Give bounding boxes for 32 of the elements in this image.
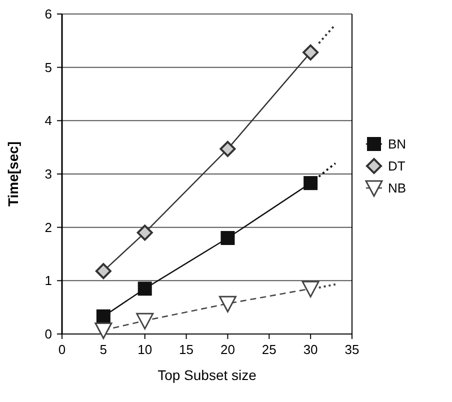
point — [302, 44, 319, 60]
x-tick-label: 30 — [303, 342, 318, 357]
point — [95, 263, 112, 280]
point — [136, 224, 153, 241]
x-tick-label: 5 — [100, 342, 108, 357]
x-tick-label: 0 — [58, 342, 66, 357]
legend-label: DT — [388, 158, 406, 174]
x-tick-label: 25 — [262, 342, 276, 357]
y-tick-label: 6 — [44, 6, 52, 22]
legend-label: NB — [388, 180, 406, 196]
x-tick-label: 20 — [220, 342, 235, 357]
point — [138, 282, 152, 296]
point — [136, 312, 154, 330]
x-tick-label: 35 — [344, 342, 360, 357]
x-tick-label: 15 — [179, 342, 194, 357]
point — [220, 140, 236, 157]
y-axis-title: Time[sec] — [5, 141, 21, 207]
y-tick-label: 1 — [44, 273, 52, 288]
y-tick-label: 2 — [44, 220, 52, 235]
point — [220, 231, 235, 245]
y-tick-label: 3 — [44, 166, 52, 182]
x-axis-title: Top Subset size — [158, 367, 257, 383]
point — [304, 176, 318, 190]
point — [218, 296, 236, 312]
point — [302, 280, 320, 298]
x-tick-label: 10 — [138, 342, 152, 357]
y-tick-label: 5 — [44, 60, 52, 75]
legend-label: BN — [388, 136, 406, 152]
y-tick-label: 0 — [44, 326, 52, 342]
point — [94, 322, 112, 340]
y-tick-label: 4 — [44, 113, 52, 128]
point — [96, 309, 110, 324]
